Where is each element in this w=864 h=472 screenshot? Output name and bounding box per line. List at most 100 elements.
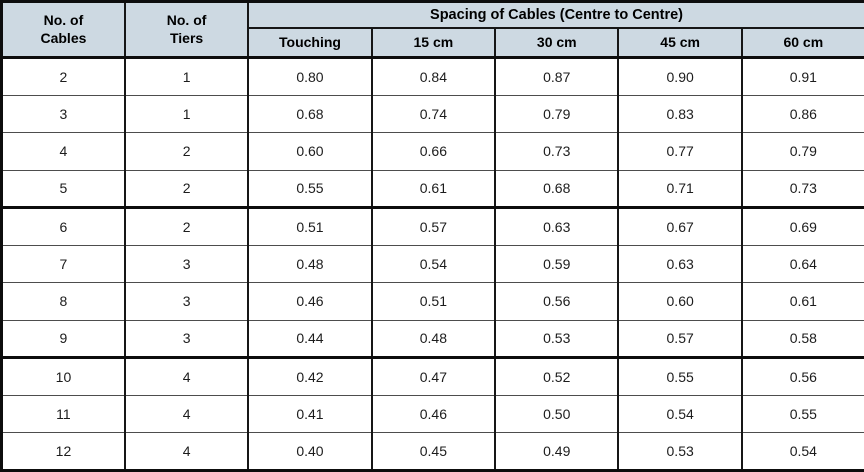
cell-rating: 0.64: [740, 244, 864, 284]
cell-cables: 7: [0, 244, 126, 284]
cell-cables: 10: [0, 357, 126, 396]
cell-rating: 0.61: [740, 282, 864, 321]
header-row-spacing: Touching 15 cm 30 cm 45 cm 60 cm: [2, 26, 864, 59]
cell-cables: 12: [0, 432, 126, 471]
col-header-15cm: 15 cm: [370, 26, 497, 59]
cell-tiers: 1: [123, 94, 250, 134]
table-row: 12 4 0.40 0.45 0.49 0.53 0.54: [0, 432, 864, 471]
col-header-60cm: 60 cm: [740, 26, 864, 59]
col-header-30cm: 30 cm: [494, 26, 620, 59]
cell-rating: 0.73: [494, 132, 620, 171]
cell-rating: 0.60: [617, 282, 743, 321]
cell-cables: 5: [0, 169, 126, 210]
cell-rating: 0.56: [740, 357, 864, 396]
cell-tiers: 3: [123, 282, 250, 321]
cell-cables: 8: [0, 282, 126, 321]
cell-tiers: 4: [123, 432, 250, 471]
table-row: 5 2 0.55 0.61 0.68 0.71 0.73: [0, 169, 864, 210]
cell-rating: 0.51: [247, 207, 373, 246]
cell-rating: 0.71: [617, 169, 743, 210]
cell-cables: 11: [0, 394, 126, 434]
cell-cables: 9: [0, 319, 126, 360]
cell-rating: 0.46: [370, 394, 497, 434]
cell-rating: 0.54: [617, 394, 743, 434]
cell-rating: 0.57: [370, 207, 497, 246]
cell-rating: 0.79: [494, 94, 620, 134]
cell-rating: 0.90: [617, 57, 743, 96]
col-header-no-of-tiers: No. of Tiers: [123, 0, 250, 59]
cell-cables: 6: [0, 207, 126, 246]
cell-rating: 0.54: [740, 432, 864, 471]
cell-rating: 0.41: [247, 394, 373, 434]
cell-rating: 0.68: [247, 94, 373, 134]
cell-tiers: 3: [123, 244, 250, 284]
cell-rating: 0.51: [370, 282, 497, 321]
cell-tiers: 4: [123, 394, 250, 434]
cell-rating: 0.42: [247, 357, 373, 396]
cell-tiers: 4: [123, 357, 250, 396]
cell-rating: 0.83: [617, 94, 743, 134]
cell-rating: 0.79: [740, 132, 864, 171]
cell-rating: 0.60: [247, 132, 373, 171]
table-row: 11 4 0.41 0.46 0.50 0.54 0.55: [0, 394, 864, 434]
table-row: 10 4 0.42 0.47 0.52 0.55 0.56: [0, 357, 864, 396]
cell-rating: 0.49: [494, 432, 620, 471]
cell-rating: 0.55: [247, 169, 373, 210]
cell-rating: 0.57: [617, 319, 743, 360]
cell-rating: 0.80: [247, 57, 373, 96]
cell-rating: 0.50: [494, 394, 620, 434]
cell-rating: 0.52: [494, 357, 620, 396]
cell-rating: 0.44: [247, 319, 373, 360]
cell-tiers: 2: [123, 132, 250, 171]
table-row: 7 3 0.48 0.54 0.59 0.63 0.64: [0, 244, 864, 284]
cell-rating: 0.69: [740, 207, 864, 246]
table-row: 9 3 0.44 0.48 0.53 0.57 0.58: [0, 319, 864, 360]
cell-rating: 0.84: [370, 57, 497, 96]
cell-rating: 0.63: [617, 244, 743, 284]
col-header-touching: Touching: [247, 26, 373, 59]
cell-rating: 0.74: [370, 94, 497, 134]
cell-rating: 0.45: [370, 432, 497, 471]
cell-rating: 0.66: [370, 132, 497, 171]
table-body: 2 1 0.80 0.84 0.87 0.90 0.91 3 1 0.68 0.…: [0, 57, 864, 471]
header-row-group: No. of Cables No. of Tiers Spacing of Ca…: [0, 0, 864, 59]
cell-tiers: 2: [123, 207, 250, 246]
table-row: 8 3 0.46 0.51 0.56 0.60 0.61: [0, 282, 864, 321]
cell-cables: 2: [0, 57, 126, 96]
cell-rating: 0.47: [370, 357, 497, 396]
cell-rating: 0.87: [494, 57, 620, 96]
cell-rating: 0.55: [740, 394, 864, 434]
table-header: No. of Cables No. of Tiers Spacing of Ca…: [0, 0, 864, 59]
cell-rating: 0.56: [494, 282, 620, 321]
cell-tiers: 2: [123, 169, 250, 210]
cell-rating: 0.67: [617, 207, 743, 246]
cell-rating: 0.53: [494, 319, 620, 360]
cell-cables: 4: [0, 132, 126, 171]
cell-rating: 0.86: [740, 94, 864, 134]
cell-rating: 0.40: [247, 432, 373, 471]
cell-rating: 0.54: [370, 244, 497, 284]
table-row: 4 2 0.60 0.66 0.73 0.77 0.79: [0, 132, 864, 171]
table-row: 6 2 0.51 0.57 0.63 0.67 0.69: [0, 207, 864, 246]
cell-rating: 0.58: [740, 319, 864, 360]
table-row: 2 1 0.80 0.84 0.87 0.90 0.91: [0, 57, 864, 96]
table-row: 3 1 0.68 0.74 0.79 0.83 0.86: [0, 94, 864, 134]
cell-rating: 0.61: [370, 169, 497, 210]
cell-rating: 0.63: [494, 207, 620, 246]
cell-rating: 0.48: [370, 319, 497, 360]
cell-rating: 0.59: [494, 244, 620, 284]
cell-rating: 0.68: [494, 169, 620, 210]
cell-tiers: 3: [123, 319, 250, 360]
col-header-no-of-cables: No. of Cables: [0, 0, 126, 59]
cell-rating: 0.77: [617, 132, 743, 171]
cell-rating: 0.46: [247, 282, 373, 321]
cell-rating: 0.53: [617, 432, 743, 471]
cell-rating: 0.73: [740, 169, 864, 210]
cell-rating: 0.55: [617, 357, 743, 396]
cell-cables: 3: [0, 94, 126, 134]
col-header-45cm: 45 cm: [617, 26, 743, 59]
cell-tiers: 1: [123, 57, 250, 96]
col-group-header-spacing: Spacing of Cables (Centre to Centre): [247, 0, 864, 29]
